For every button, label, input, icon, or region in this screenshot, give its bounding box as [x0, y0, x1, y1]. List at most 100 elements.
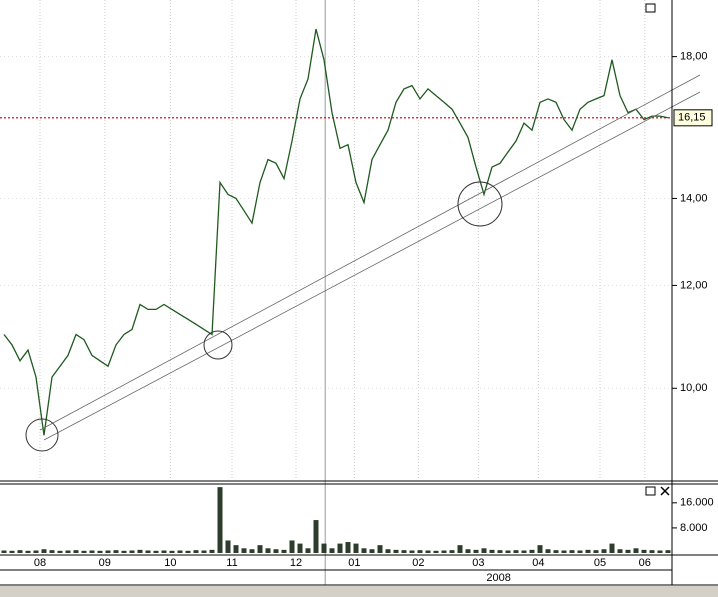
volume-bar — [241, 548, 247, 553]
x-tick-label: 12 — [290, 557, 302, 569]
volume-bar — [649, 550, 655, 553]
volume-bar — [385, 549, 391, 553]
volume-bar — [497, 550, 503, 553]
volume-bar — [305, 548, 311, 553]
x-tick-label: 04 — [532, 557, 544, 569]
volume-bar — [425, 550, 431, 553]
maximize-button[interactable] — [645, 3, 656, 13]
volume-bar — [513, 550, 519, 553]
volume-bar — [113, 550, 119, 553]
volume-bar — [25, 550, 31, 553]
volume-bar — [505, 550, 511, 553]
x-tick-label: 08 — [34, 557, 46, 569]
volume-bar — [625, 549, 631, 553]
volume-bar — [33, 550, 39, 553]
volume-bar — [137, 549, 143, 553]
volume-bar — [329, 548, 335, 553]
volume-bar — [353, 543, 359, 553]
volume-bar — [97, 550, 103, 553]
x-tick-label: 10 — [164, 557, 176, 569]
circle-annotation — [25, 418, 59, 452]
last-price-box — [673, 109, 713, 127]
volume-bar — [89, 550, 95, 553]
y-tick-label: 16.000 — [680, 497, 714, 509]
close-button[interactable] — [660, 486, 670, 496]
volume-bar — [417, 550, 423, 553]
volume-bar — [193, 550, 199, 553]
volume-bar — [201, 550, 207, 553]
volume-bar — [473, 549, 479, 553]
volume-bar — [617, 549, 623, 553]
volume-bar — [17, 550, 23, 553]
volume-bar — [665, 550, 671, 553]
volume-bar — [633, 548, 639, 553]
x-tick-label: 09 — [99, 557, 111, 569]
volume-bar — [489, 549, 495, 553]
volume-bar — [401, 550, 407, 553]
volume-bar — [569, 550, 575, 553]
volume-bar — [657, 550, 663, 553]
x-tick-label: 01 — [348, 557, 360, 569]
trend-line — [43, 91, 701, 441]
x-tick-label: 06 — [639, 557, 651, 569]
volume-bar — [105, 550, 111, 553]
circle-annotation — [457, 181, 503, 227]
volume-bar — [289, 540, 295, 553]
volume-bar — [41, 549, 47, 553]
volume-bar — [345, 542, 351, 553]
status-bar — [0, 586, 718, 597]
volume-bar — [521, 550, 527, 553]
volume-bar — [169, 550, 175, 553]
volume-bar — [545, 549, 551, 553]
volume-bar — [177, 550, 183, 553]
volume-bar — [561, 550, 567, 553]
volume-bar — [9, 550, 15, 553]
volume-bar — [457, 545, 463, 553]
volume-bar — [265, 548, 271, 553]
y-tick-label: 18,00 — [680, 51, 708, 63]
volume-bar — [641, 549, 647, 553]
volume-bar — [481, 548, 487, 553]
volume-bar — [65, 550, 71, 553]
y-tick-label: 14,00 — [680, 192, 708, 204]
volume-bar — [185, 550, 191, 553]
volume-bar — [57, 550, 63, 553]
volume-bar — [441, 550, 447, 553]
volume-bar — [553, 550, 559, 553]
volume-bar — [601, 549, 607, 553]
volume-bar — [593, 550, 599, 553]
volume-bar — [257, 545, 263, 553]
x-tick-label: 11 — [226, 557, 237, 569]
price-line — [3, 28, 669, 436]
volume-bar — [433, 550, 439, 553]
volume-bar — [81, 550, 87, 553]
maximize-button[interactable] — [645, 486, 656, 496]
volume-bar — [1, 550, 7, 553]
grid-layer — [0, 0, 672, 585]
volume-bar — [281, 549, 287, 553]
marks-layer — [1, 28, 671, 553]
volume-bar — [225, 540, 231, 553]
y-tick-label: 12,00 — [680, 279, 708, 291]
volume-bar — [361, 548, 367, 553]
volume-bar — [393, 549, 399, 553]
volume-bar — [217, 487, 223, 553]
volume-bar — [121, 550, 127, 553]
volume-bar — [585, 549, 591, 553]
volume-bar — [369, 549, 375, 553]
volume-bar — [249, 549, 255, 553]
volume-bar — [273, 549, 279, 553]
volume-bar — [577, 550, 583, 553]
x-tick-label: 02 — [412, 557, 424, 569]
last-price-label: 16,15 — [678, 112, 706, 124]
volume-bar — [409, 550, 415, 553]
volume-bar — [377, 545, 383, 553]
year-label: 2008 — [486, 572, 510, 584]
volume-bar — [297, 543, 303, 553]
volume-bar — [609, 543, 615, 553]
volume-bar — [145, 550, 151, 553]
circle-annotation — [203, 330, 233, 360]
volume-bar — [73, 550, 79, 553]
volume-bar — [209, 549, 215, 553]
